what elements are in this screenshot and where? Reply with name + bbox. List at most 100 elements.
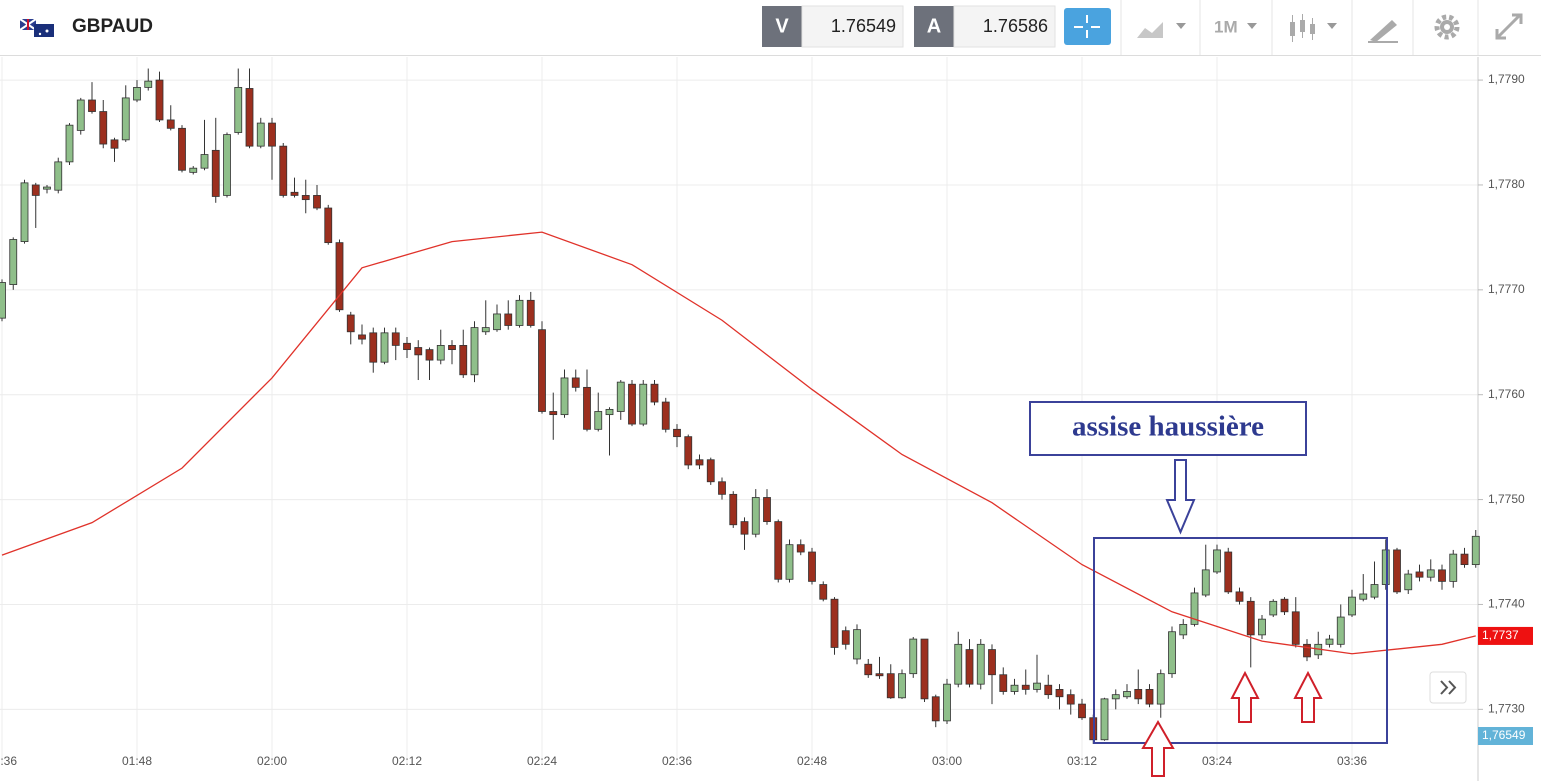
- crosshair-button[interactable]: [1064, 8, 1111, 45]
- candle-body: [144, 80, 153, 88]
- header: GBPAUD V 1.76549 A 1.76586 1M: [0, 0, 1541, 56]
- candle-body: [1471, 535, 1480, 566]
- candle-body: [1438, 569, 1446, 582]
- candle-body: [290, 191, 299, 196]
- candle-body: [1224, 551, 1233, 593]
- candle-body: [448, 345, 456, 351]
- candle-body: [324, 207, 333, 244]
- x-tick-label: 03:12: [1067, 754, 1097, 768]
- x-tick-label: 03:24: [1202, 754, 1232, 768]
- candle-body: [76, 99, 85, 131]
- chart-type-button[interactable]: [1137, 22, 1186, 38]
- candle-body: [481, 327, 490, 333]
- candle-body: [560, 377, 569, 416]
- candle-body: [538, 329, 546, 412]
- candle-body: [909, 638, 918, 675]
- annotation-text: assise haussière: [1072, 411, 1264, 443]
- candle-body: [819, 584, 828, 600]
- x-tick-label: 02:48: [797, 754, 827, 768]
- price-tag: [1478, 626, 1533, 645]
- candle-body: [763, 497, 771, 523]
- candle-body: [965, 649, 974, 685]
- candle-body: [88, 99, 96, 112]
- bid-box: [801, 5, 904, 48]
- candle-body: [436, 345, 445, 361]
- candle-body: [369, 332, 378, 363]
- timeframe[interactable]: 1M: [1214, 17, 1238, 36]
- draw-button[interactable]: [1368, 20, 1398, 43]
- up-arrow: [1230, 670, 1260, 723]
- annotation-box: [1029, 401, 1307, 456]
- candle-body: [459, 345, 468, 376]
- fullscreen-button[interactable]: [1495, 13, 1523, 40]
- candle-body: [706, 459, 715, 483]
- candle-body: [954, 643, 963, 685]
- candle-body: [999, 674, 1008, 692]
- ask-box: [953, 5, 1056, 48]
- scroll-button[interactable]: [1429, 671, 1467, 704]
- down-arrow: [1165, 459, 1196, 535]
- candle-body: [808, 551, 816, 582]
- settings-button[interactable]: [1434, 14, 1460, 40]
- candle-body: [1359, 593, 1368, 600]
- candle-body: [639, 383, 648, 425]
- candle-body: [110, 139, 119, 149]
- candle-body: [729, 493, 738, 526]
- bid-label: V: [775, 15, 789, 37]
- ask-label: A: [927, 15, 941, 37]
- timeframe-button[interactable]: 1M: [1214, 17, 1257, 36]
- candle-body: [178, 127, 186, 171]
- candle-body: [1033, 682, 1041, 690]
- candle-body: [1336, 616, 1345, 645]
- candle-body: [1325, 638, 1334, 645]
- candle-body: [920, 638, 929, 700]
- y-tick-label: 1,7790: [1488, 72, 1525, 86]
- candle-body: [391, 332, 400, 346]
- candle-body: [1201, 569, 1210, 596]
- bid-price: 1.76549: [831, 16, 896, 36]
- moving-average: [1, 231, 1476, 655]
- x-tick-label: 01:48: [122, 754, 152, 768]
- candle-body: [99, 111, 108, 145]
- candle-body: [155, 79, 164, 121]
- ask-label-box: [914, 6, 954, 47]
- y-tick-label: 1,7750: [1488, 492, 1525, 506]
- candle-body: [673, 428, 681, 438]
- candle-body: [211, 149, 220, 197]
- candle-body: [1078, 703, 1086, 719]
- bid-label-box: [762, 6, 802, 47]
- candle-body: [380, 332, 389, 363]
- candle-body: [1269, 600, 1278, 616]
- candle-body: [616, 381, 625, 412]
- candle-body: [886, 673, 895, 699]
- y-tick-label: 1,7770: [1488, 282, 1525, 296]
- candle-body: [1213, 549, 1221, 573]
- x-tick-label: 03:36: [1337, 754, 1367, 768]
- candle-body: [774, 521, 783, 580]
- candle-body: [1145, 689, 1154, 705]
- grid: [0, 57, 1478, 765]
- candle-body: [0, 282, 6, 319]
- candle-body: [234, 87, 243, 133]
- candle-body: [1460, 553, 1469, 566]
- candle-body: [268, 122, 276, 147]
- x-tick-label: 02:24: [527, 754, 557, 768]
- candle-body: [943, 683, 951, 722]
- candle-style-button[interactable]: [1290, 14, 1337, 42]
- candle-body: [414, 347, 423, 356]
- candle-body: [864, 663, 873, 676]
- candle-body: [31, 184, 40, 196]
- up-arrow: [1293, 670, 1323, 723]
- candle-body: [20, 182, 29, 242]
- candle-body: [875, 673, 884, 677]
- x-tick-label: 02:12: [392, 754, 422, 768]
- candle-body: [1303, 643, 1311, 658]
- candle-body: [1066, 694, 1075, 705]
- candle-body: [335, 242, 344, 311]
- candle-body: [931, 696, 940, 722]
- candle-body: [796, 544, 805, 553]
- candle-body: [571, 377, 580, 388]
- candle-body: [549, 411, 558, 416]
- candle-body: [594, 411, 603, 430]
